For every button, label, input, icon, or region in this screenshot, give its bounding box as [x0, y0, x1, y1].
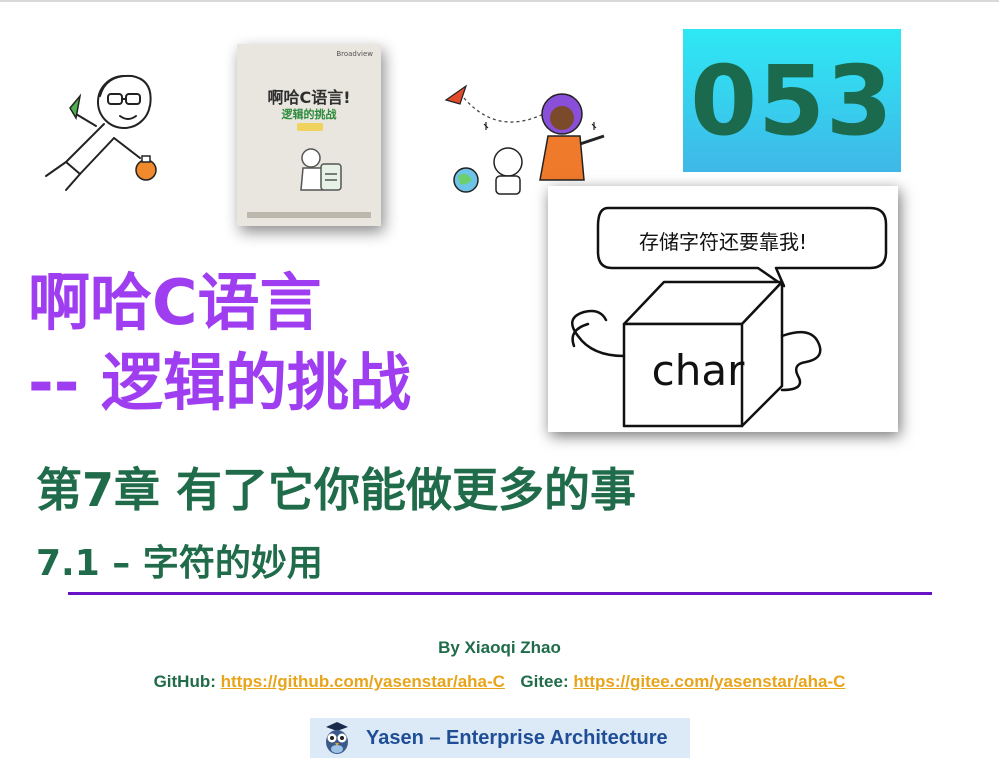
book-main-subtitle: -- 逻辑的挑战 — [28, 346, 412, 419]
section-divider — [68, 592, 932, 595]
author-credit: By Xiaoqi Zhao — [438, 638, 561, 657]
brand-footer: Yasen – Enterprise Architecture — [310, 718, 690, 758]
book-brand: Broadview — [336, 50, 373, 58]
book-main-title: 啊哈C语言 — [28, 266, 322, 339]
char-illustration-card: 存储字符还要靠我! char — [548, 186, 898, 432]
gitee-label: Gitee: — [520, 672, 569, 691]
github-link[interactable]: https://github.com/yasenstar/aha-C — [220, 672, 505, 691]
top-divider — [0, 0, 999, 2]
repository-links: GitHub: https://github.com/yasenstar/aha… — [0, 672, 999, 692]
book-subtitle: 逻辑的挑战 — [281, 108, 337, 121]
book-cover: Broadview 啊哈C语言! 逻辑的挑战 — [237, 44, 381, 226]
book-publisher-strip — [247, 212, 371, 218]
char-box-drawing — [571, 206, 888, 428]
episode-number-badge: 053 — [683, 29, 901, 172]
section-title: 7.1 – 字符的妙用 — [36, 543, 323, 584]
episode-number: 053 — [690, 44, 894, 157]
chapter-title: 第7章 有了它你能做更多的事 — [36, 463, 637, 517]
book-edition-badge — [297, 123, 323, 131]
scientist-illustration — [45, 74, 157, 191]
speech-bubble-text: 存储字符还要靠我! — [638, 230, 808, 254]
github-label: GitHub: — [153, 672, 216, 691]
brand-name: Yasen – Enterprise Architecture — [366, 726, 668, 749]
owl-mascot-icon — [326, 722, 348, 754]
char-box-label: char — [651, 346, 745, 395]
book-illustration — [300, 148, 342, 191]
space-illustration — [444, 84, 605, 195]
gitee-link[interactable]: https://gitee.com/yasenstar/aha-C — [573, 672, 846, 691]
book-title: 啊哈C语言! — [267, 88, 351, 107]
